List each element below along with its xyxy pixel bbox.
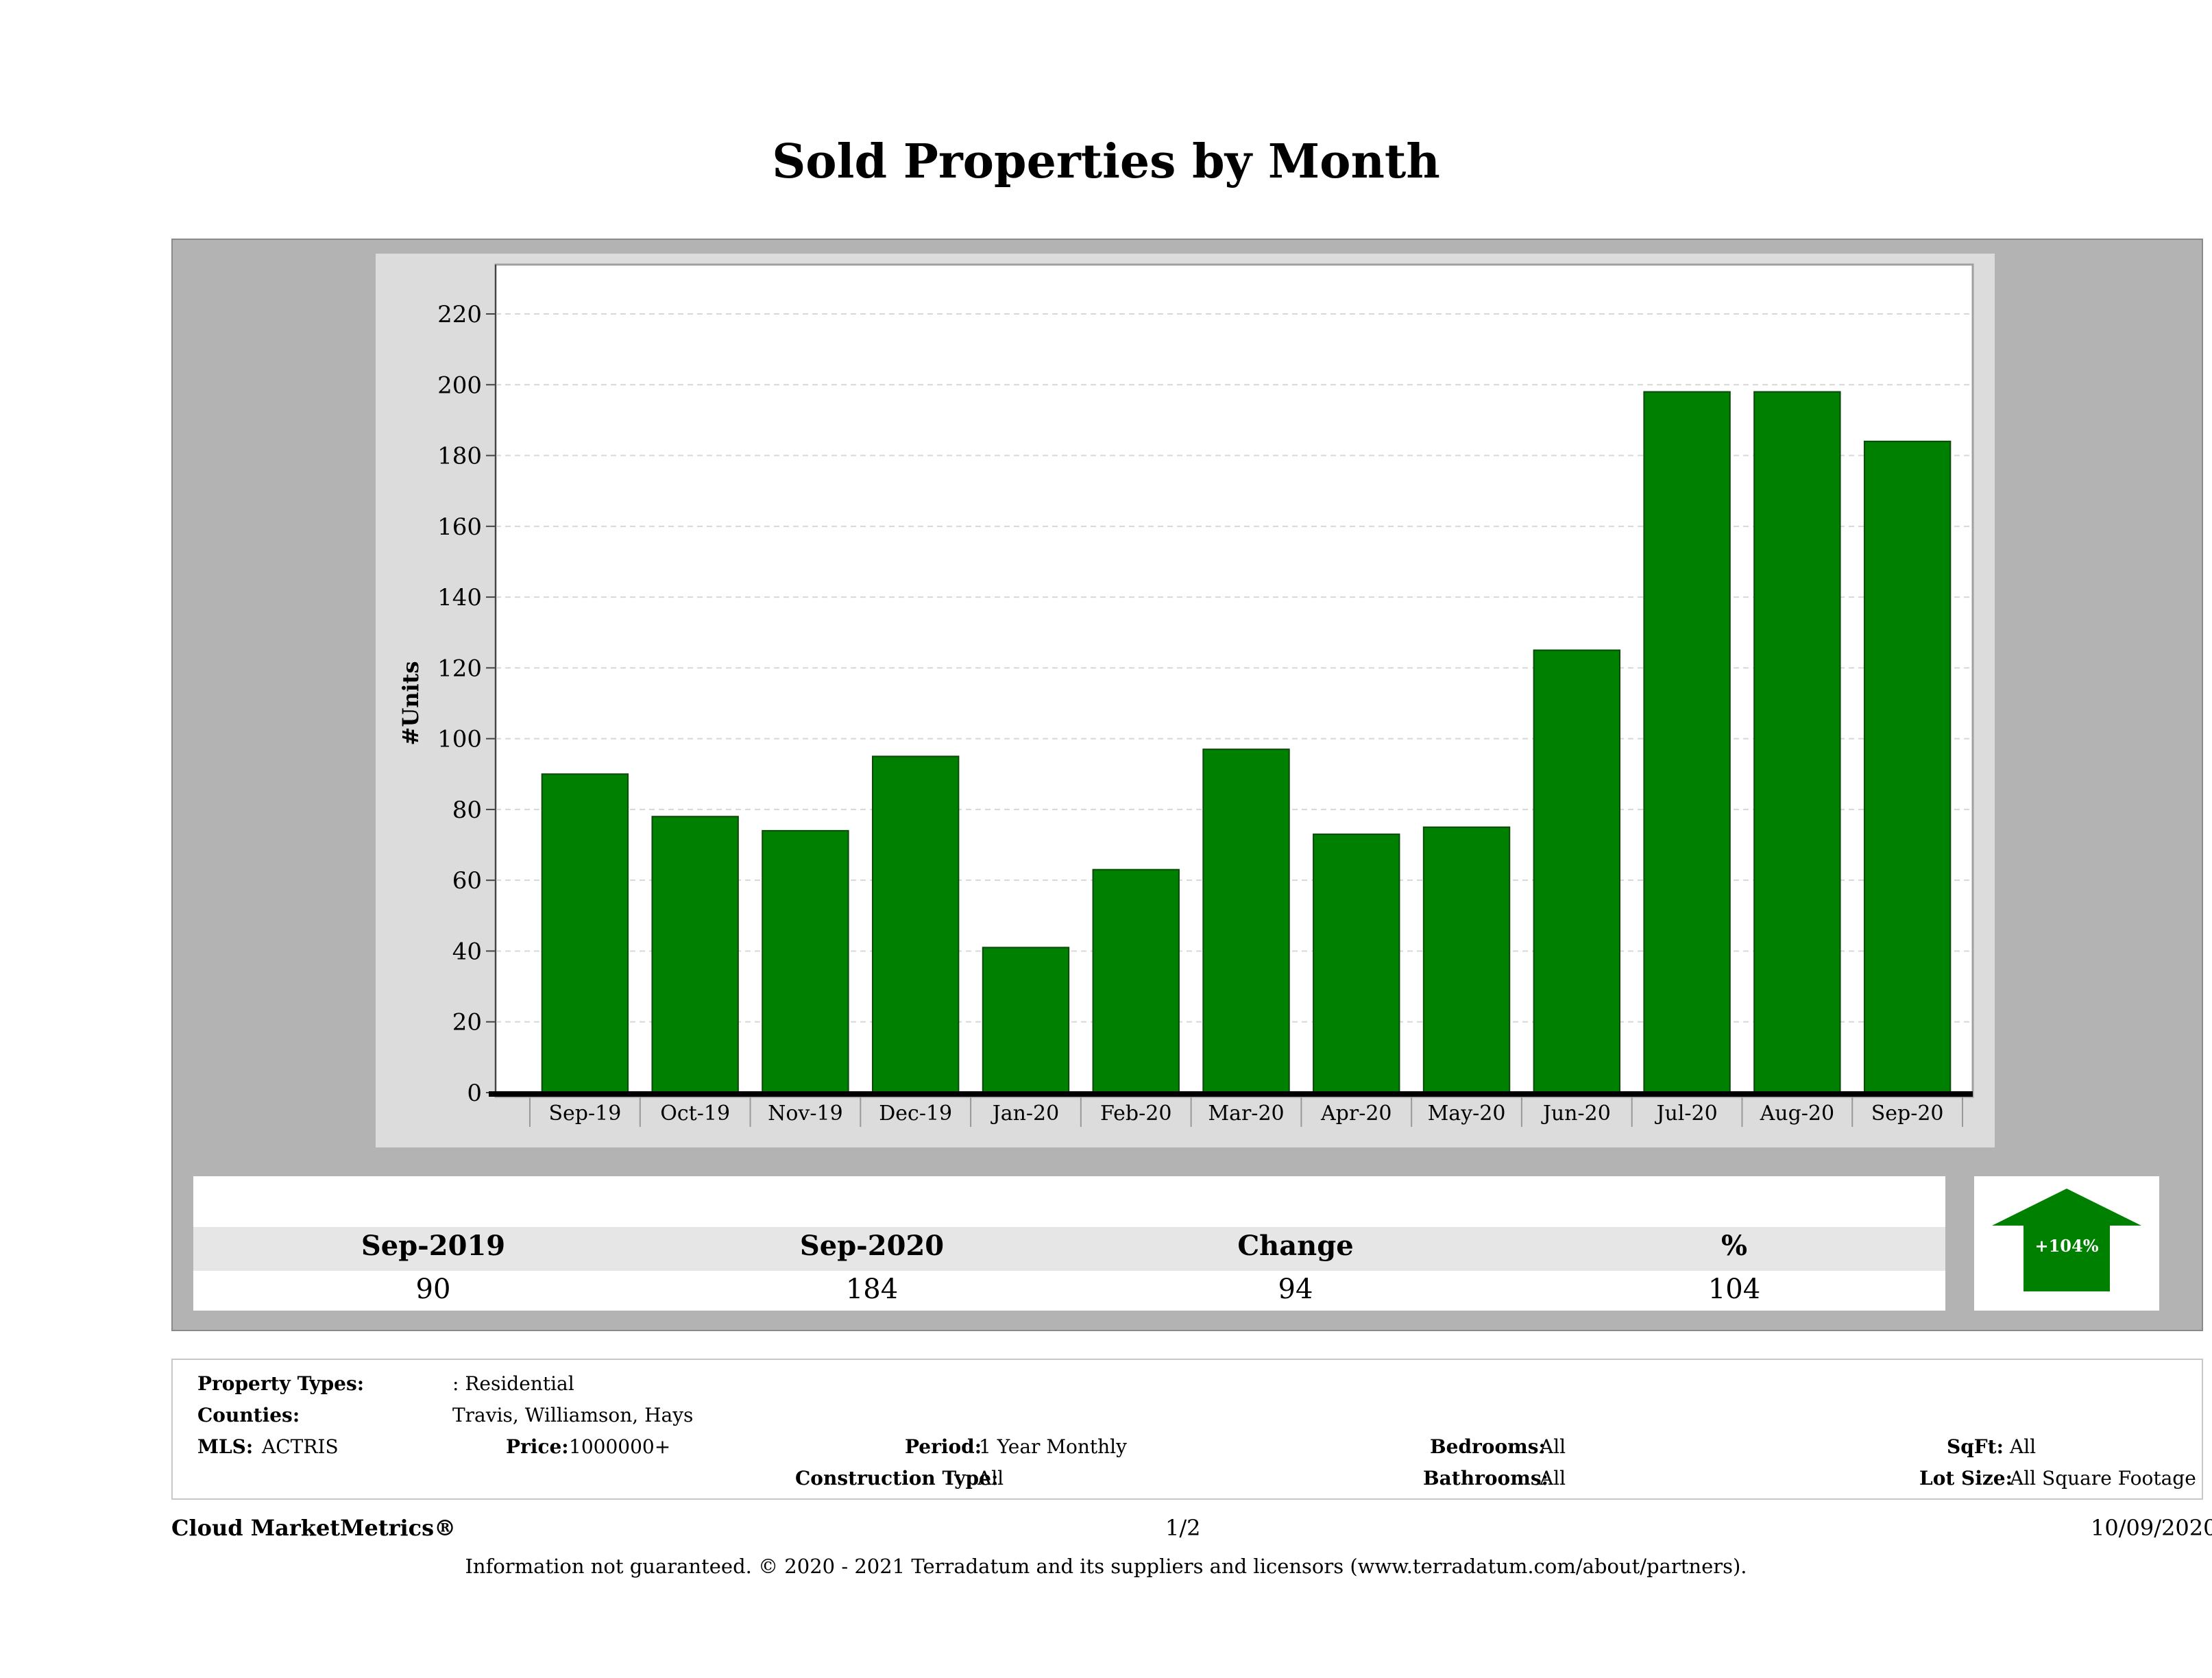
y-tick-label: 180 <box>437 443 482 470</box>
y-tick-label: 220 <box>437 301 482 328</box>
y-axis-label: #Units <box>398 661 424 746</box>
x-tick-label: Sep-20 <box>1871 1102 1944 1126</box>
bar-jan-20 <box>982 947 1070 1093</box>
y-tick-label: 60 <box>452 867 482 895</box>
stats-header-band <box>193 1227 1945 1271</box>
x-tick-label: Sep-19 <box>548 1102 621 1126</box>
disclaimer: Information not guaranteed. © 2020 - 202… <box>465 1555 1747 1578</box>
price-label: Price: <box>506 1435 569 1458</box>
construction-label: Construction Type: <box>795 1467 999 1489</box>
lot-size-label: Lot Size: <box>1919 1467 2013 1489</box>
stat-value-percent: 104 <box>1707 1274 1761 1305</box>
x-tick-label: Jan-20 <box>990 1102 1060 1126</box>
chart-title: Sold Properties by Month <box>772 134 1440 189</box>
y-tick-label: 20 <box>452 1009 482 1036</box>
y-tick-label: 80 <box>452 797 482 824</box>
period-value: 1 Year Monthly <box>979 1435 1127 1458</box>
y-tick-label: 40 <box>452 938 482 965</box>
x-tick-label: Jul-20 <box>1654 1102 1717 1126</box>
mls-label: MLS: <box>197 1435 254 1458</box>
bar-dec-19 <box>871 755 960 1093</box>
x-tick-label: Oct-19 <box>660 1102 730 1126</box>
property-types-label: Property Types: <box>197 1372 365 1395</box>
bar-aug-20 <box>1753 391 1841 1094</box>
x-tick-label: Jun-20 <box>1541 1102 1611 1126</box>
bar-jun-20 <box>1533 649 1621 1093</box>
stat-value-end: 184 <box>845 1274 899 1305</box>
x-tick-label: Feb-20 <box>1100 1102 1171 1126</box>
counties-value: Travis, Williamson, Hays <box>452 1404 694 1426</box>
up-arrow-icon: +104% <box>1992 1189 2141 1291</box>
bar-nov-19 <box>762 829 849 1094</box>
y-tick-label: 160 <box>437 513 482 541</box>
period-label: Period: <box>905 1435 982 1458</box>
x-tick-label: Nov-19 <box>768 1102 843 1126</box>
lot-size-value: All Square Footage <box>2010 1467 2196 1489</box>
y-tick-label: 140 <box>437 584 482 611</box>
change-indicator: +104% <box>1974 1176 2159 1311</box>
change-badge: +104% <box>2034 1236 2098 1256</box>
bar-oct-19 <box>651 816 739 1094</box>
stat-value-change: 94 <box>1278 1274 1313 1305</box>
bar-jul-20 <box>1643 391 1731 1094</box>
stat-value-start: 90 <box>415 1274 451 1305</box>
bar-sep-19 <box>541 773 629 1093</box>
sqft-value: All <box>2010 1435 2037 1458</box>
bathrooms-value: All <box>1540 1467 1566 1489</box>
mls-value: ACTRIS <box>262 1435 339 1458</box>
y-tick-label: 0 <box>467 1080 482 1107</box>
bathrooms-label: Bathrooms: <box>1423 1467 1548 1489</box>
construction-value: All <box>977 1467 1004 1489</box>
y-tick-label: 120 <box>437 655 482 682</box>
bar-chart: 0 20 40 60 80 100 120 140 160 180 200 220 #Units Sep-… <box>398 263 1974 1127</box>
sqft-label: SqFt: <box>1947 1435 2004 1458</box>
counties-label: Counties: <box>197 1404 300 1426</box>
stat-label-end: Sep-2020 <box>799 1230 945 1262</box>
x-tick-label: Apr-20 <box>1320 1102 1392 1126</box>
x-tick-label: Aug-20 <box>1760 1102 1835 1126</box>
report-date: 10/09/2020 <box>2091 1515 2212 1541</box>
y-tick-label: 200 <box>437 372 482 399</box>
bedrooms-value: All <box>1540 1435 1566 1458</box>
bar-may-20 <box>1422 826 1511 1094</box>
y-tick-label: 100 <box>437 726 482 753</box>
stat-label-change: Change <box>1237 1230 1354 1262</box>
bar-feb-20 <box>1092 868 1180 1093</box>
x-tick-label: Dec-19 <box>879 1102 952 1126</box>
bedrooms-label: Bedrooms: <box>1430 1435 1546 1458</box>
stats-table: Sep-2019 Sep-2020 Change % 90 184 94 104 <box>193 1176 1945 1311</box>
bar-apr-20 <box>1313 834 1400 1094</box>
property-types-value: : Residential <box>452 1372 574 1395</box>
price-value: 1000000+ <box>569 1435 671 1458</box>
bar-sep-20 <box>1863 440 1952 1093</box>
stat-label-percent: % <box>1721 1230 1747 1262</box>
x-tick-label: May-20 <box>1428 1102 1506 1126</box>
x-tick-label: Mar-20 <box>1208 1102 1284 1126</box>
page-number: 1/2 <box>1165 1515 1201 1541</box>
brand-name: Cloud MarketMetrics® <box>171 1515 457 1541</box>
bar-mar-20 <box>1202 749 1290 1093</box>
stat-label-start: Sep-2019 <box>361 1230 506 1262</box>
filter-info-panel <box>171 1359 2203 1500</box>
